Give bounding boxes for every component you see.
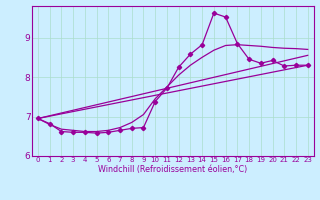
X-axis label: Windchill (Refroidissement éolien,°C): Windchill (Refroidissement éolien,°C) [98,165,247,174]
